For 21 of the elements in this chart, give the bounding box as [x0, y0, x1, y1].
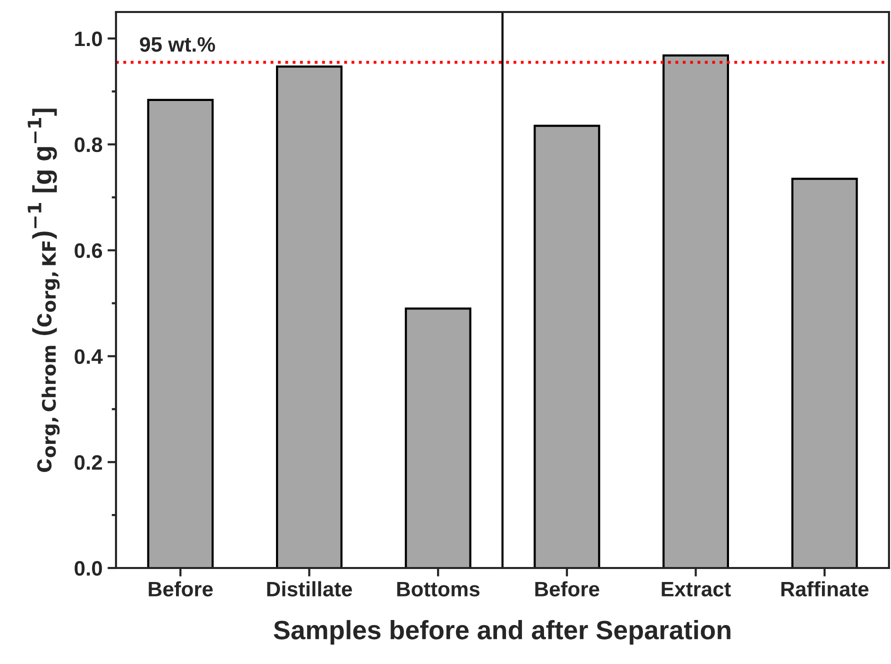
x-tick-label: Extract	[662, 582, 731, 596]
bar	[404, 307, 472, 568]
bar	[147, 98, 214, 568]
x-tick-label: Distillate	[267, 581, 352, 596]
x-tick-label: Before	[535, 581, 600, 596]
y-tick-label: 0.6	[74, 243, 102, 258]
y-tick-label: 1.0	[75, 31, 102, 46]
ref-line-label: 95 wt.%	[140, 37, 216, 52]
y-tick-label: 0.8	[74, 137, 102, 152]
y-tick-label: 0.4	[74, 349, 103, 364]
x-tick-label: Raffinate	[781, 581, 868, 596]
x-tick-label: Before	[148, 581, 213, 596]
bar	[276, 65, 343, 568]
y-tick-label: 0.0	[74, 561, 102, 576]
x-axis-title: Samples before and after Separation	[274, 620, 730, 645]
bar	[662, 54, 730, 568]
x-tick-label: Bottoms	[397, 582, 480, 596]
bar	[791, 178, 858, 568]
text: c$_{org,Chrom}$ (c$_{org,KF}$)$^{−1}$ [g g$^{−1}$]	[28, 108, 60, 472]
bar	[534, 124, 600, 568]
y-tick-label: 0.2	[74, 455, 102, 470]
